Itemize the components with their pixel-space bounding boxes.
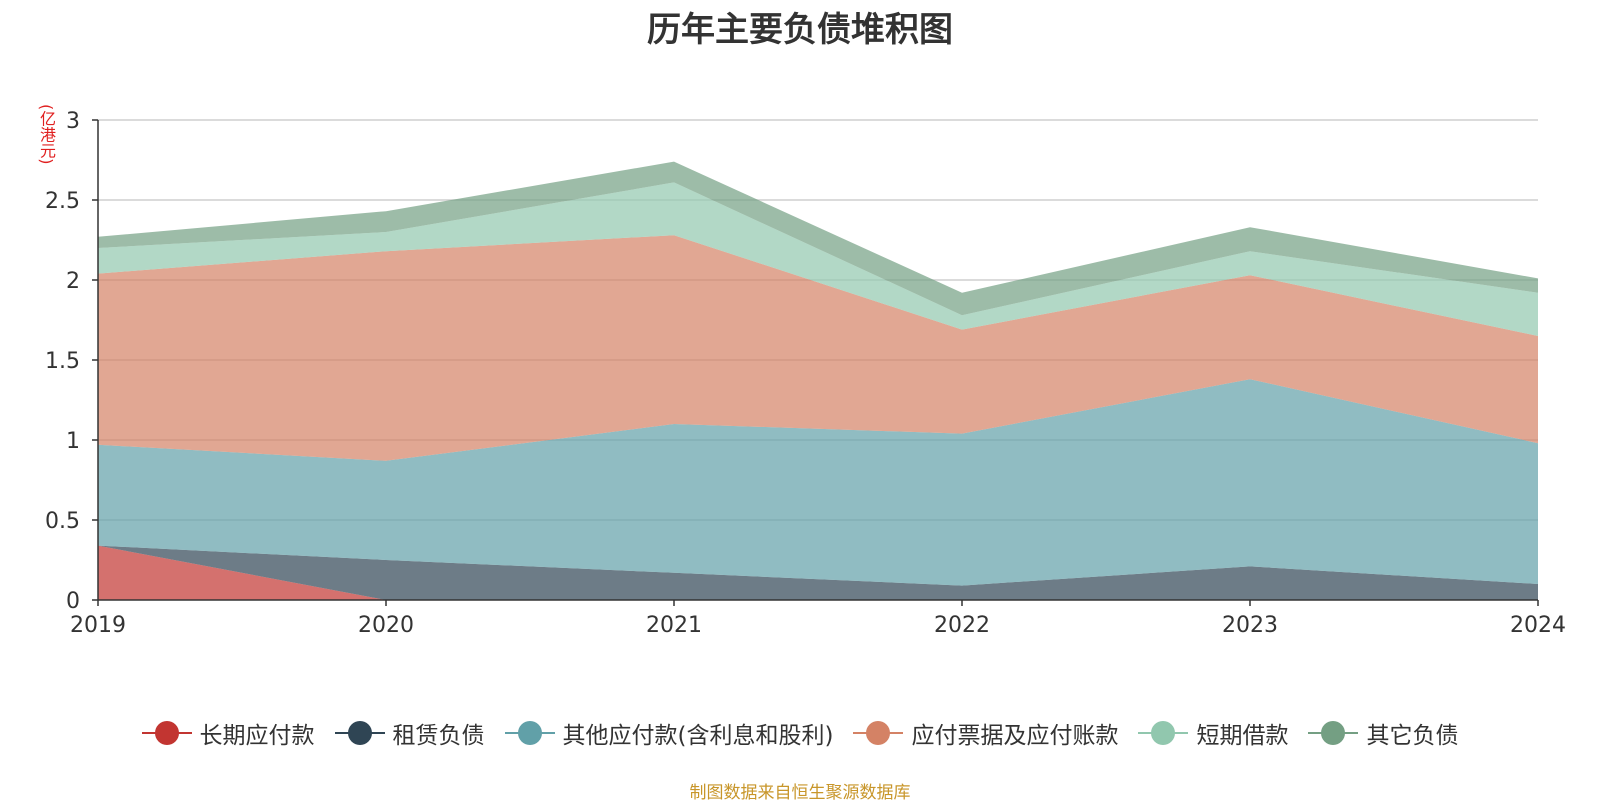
chart-title: 历年主要负债堆积图 — [647, 10, 953, 50]
legend-item[interactable]: 长期应付款 — [141, 716, 315, 750]
chart-legend: 长期应付款 租赁负债 其他应付款(含利息和股利) 应付票据及应付账款 短期借款 其它负债 — [0, 716, 1600, 750]
x-tick-label: 2020 — [358, 613, 414, 638]
legend-label: 租赁负债 — [392, 723, 485, 749]
y-axis-unit-label: (亿港元) — [37, 104, 56, 165]
y-tick-label: 2.5 — [45, 189, 80, 214]
y-tick-label: 3 — [66, 109, 80, 134]
y-tick-label: 2 — [66, 269, 80, 294]
legend-label: 其它负债 — [1366, 723, 1459, 749]
legend-label: 其他应付款(含利息和股利) — [562, 723, 834, 749]
legend-marker-icon — [504, 720, 555, 746]
x-tick-label: 2022 — [934, 613, 990, 638]
area-series-5 — [98, 182, 1538, 336]
y-tick-label: 1.5 — [45, 349, 80, 374]
area-series-1 — [98, 545, 1538, 600]
legend-marker-icon — [334, 720, 385, 746]
x-tick-label: 2019 — [70, 613, 126, 638]
legend-marker-icon — [1138, 720, 1189, 746]
legend-marker-icon — [1308, 720, 1359, 746]
area-series-4 — [98, 235, 1538, 461]
legend-item[interactable]: 其它负债 — [1308, 716, 1458, 750]
x-tick-label: 2023 — [1222, 613, 1278, 638]
x-tick-label: 2021 — [646, 613, 702, 638]
x-tick-label: 2024 — [1510, 613, 1566, 638]
legend-item[interactable]: 租赁负债 — [334, 716, 485, 750]
legend-item[interactable]: 应付票据及应付账款 — [853, 716, 1118, 750]
y-tick-label: 1 — [66, 429, 80, 454]
y-tick-label: 0.5 — [45, 509, 80, 534]
legend-marker-icon — [853, 720, 904, 746]
data-source-note: 制图数据来自恒生聚源数据库 — [689, 783, 911, 803]
stacked-area-chart: 0 0.5 1 1.5 2 2.5 3 2019 2020 2021 2022 2023 2024 — [45, 109, 1566, 638]
legend-marker-icon — [141, 720, 192, 746]
legend-item[interactable]: 短期借款 — [1138, 716, 1288, 750]
area-series-3 — [98, 379, 1538, 586]
area-series-2 — [98, 545, 1538, 600]
legend-label: 应付票据及应付账款 — [911, 723, 1119, 749]
legend-item[interactable]: 其他应付款(含利息和股利) — [504, 716, 834, 750]
legend-label: 长期应付款 — [199, 723, 315, 749]
legend-label: 短期借款 — [1196, 723, 1289, 749]
area-series-6 — [98, 161, 1538, 316]
y-tick-label: 0 — [66, 589, 80, 614]
